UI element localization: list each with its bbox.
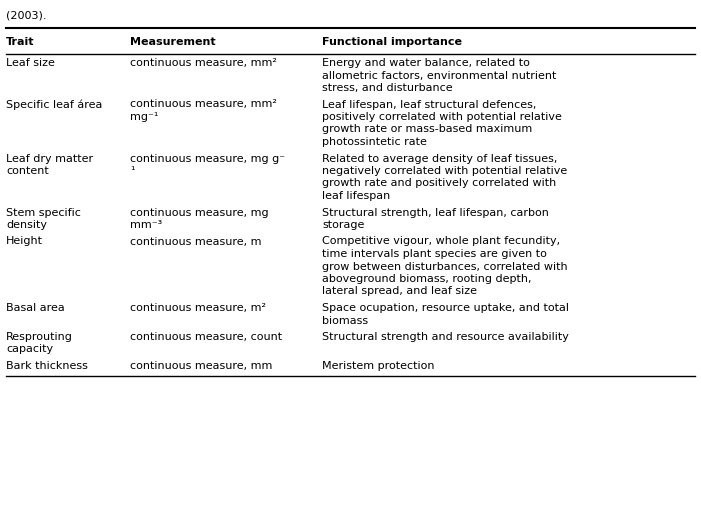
Text: continuous measure, m²: continuous measure, m² bbox=[130, 303, 266, 313]
Text: Stem specific: Stem specific bbox=[6, 207, 81, 217]
Text: lateral spread, and leaf size: lateral spread, and leaf size bbox=[322, 287, 477, 296]
Text: Trait: Trait bbox=[6, 37, 34, 47]
Text: leaf lifespan: leaf lifespan bbox=[322, 191, 390, 201]
Text: Basal area: Basal area bbox=[6, 303, 64, 313]
Text: Measurement: Measurement bbox=[130, 37, 216, 47]
Text: negatively correlated with potential relative: negatively correlated with potential rel… bbox=[322, 166, 567, 176]
Text: continuous measure, mm: continuous measure, mm bbox=[130, 361, 273, 371]
Text: Resprouting: Resprouting bbox=[6, 332, 73, 342]
Text: Meristem protection: Meristem protection bbox=[322, 361, 435, 371]
Text: ¹: ¹ bbox=[130, 166, 135, 176]
Text: stress, and disturbance: stress, and disturbance bbox=[322, 83, 453, 93]
Text: (2003).: (2003). bbox=[6, 10, 46, 20]
Text: Specific leaf área: Specific leaf área bbox=[6, 99, 102, 110]
Text: aboveground biomass, rooting depth,: aboveground biomass, rooting depth, bbox=[322, 274, 531, 284]
Text: continuous measure, mg: continuous measure, mg bbox=[130, 207, 268, 217]
Text: storage: storage bbox=[322, 220, 365, 230]
Text: capacity: capacity bbox=[6, 344, 53, 355]
Text: allometric factors, environmental nutrient: allometric factors, environmental nutrie… bbox=[322, 71, 557, 81]
Text: growth rate or mass-based maximum: growth rate or mass-based maximum bbox=[322, 124, 532, 135]
Text: positively correlated with potential relative: positively correlated with potential rel… bbox=[322, 112, 562, 122]
Text: Structural strength, leaf lifespan, carbon: Structural strength, leaf lifespan, carb… bbox=[322, 207, 549, 217]
Text: Related to average density of leaf tissues,: Related to average density of leaf tissu… bbox=[322, 153, 557, 163]
Text: continuous measure, mm²: continuous measure, mm² bbox=[130, 58, 277, 68]
Text: grow between disturbances, correlated with: grow between disturbances, correlated wi… bbox=[322, 262, 568, 271]
Text: growth rate and positively correlated with: growth rate and positively correlated wi… bbox=[322, 178, 557, 188]
Text: continuous measure, mm²: continuous measure, mm² bbox=[130, 99, 277, 110]
Text: Bark thickness: Bark thickness bbox=[6, 361, 88, 371]
Text: density: density bbox=[6, 220, 47, 230]
Text: biomass: biomass bbox=[322, 316, 368, 326]
Text: mm⁻³: mm⁻³ bbox=[130, 220, 162, 230]
Text: photossintetic rate: photossintetic rate bbox=[322, 137, 427, 147]
Text: Energy and water balance, related to: Energy and water balance, related to bbox=[322, 58, 530, 68]
Text: Leaf size: Leaf size bbox=[6, 58, 55, 68]
Text: Height: Height bbox=[6, 237, 43, 246]
Text: time intervals plant species are given to: time intervals plant species are given t… bbox=[322, 249, 547, 259]
Text: continuous measure, m: continuous measure, m bbox=[130, 237, 261, 246]
Text: continuous measure, mg g⁻: continuous measure, mg g⁻ bbox=[130, 153, 285, 163]
Text: Competitive vigour, whole plant fecundity,: Competitive vigour, whole plant fecundit… bbox=[322, 237, 560, 246]
Text: Functional importance: Functional importance bbox=[322, 37, 462, 47]
Text: content: content bbox=[6, 166, 49, 176]
Text: Leaf dry matter: Leaf dry matter bbox=[6, 153, 93, 163]
Text: Structural strength and resource availability: Structural strength and resource availab… bbox=[322, 332, 569, 342]
Text: Space ocupation, resource uptake, and total: Space ocupation, resource uptake, and to… bbox=[322, 303, 569, 313]
Text: Leaf lifespan, leaf structural defences,: Leaf lifespan, leaf structural defences, bbox=[322, 99, 536, 110]
Text: continuous measure, count: continuous measure, count bbox=[130, 332, 282, 342]
Text: mg⁻¹: mg⁻¹ bbox=[130, 112, 158, 122]
